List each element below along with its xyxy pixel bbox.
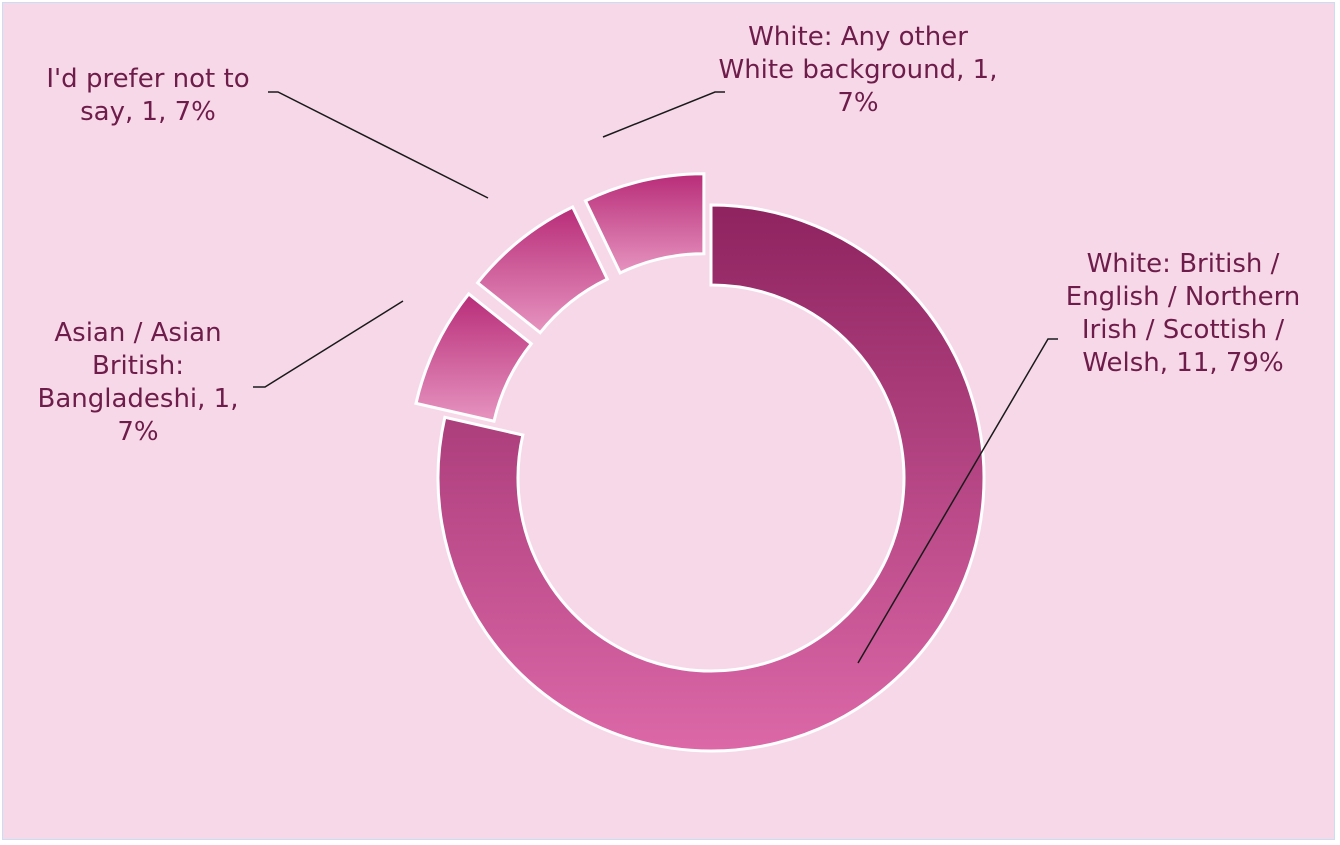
slice-white-other-leader-line	[602, 91, 725, 138]
slice-white-british	[436, 203, 986, 753]
donut-chart	[253, 91, 1058, 753]
slice-prefer-not-to-say	[475, 205, 610, 335]
slice-label-white-other: White: Any other White background, 1, 7%	[718, 22, 998, 118]
slice-label-asian-bangladeshi: Asian / Asian British: Bangladeshi, 1, 7…	[37, 318, 239, 447]
slice-white-british-leader-line	[857, 338, 1058, 664]
slice-prefer-not-to-say-leader-line	[268, 91, 489, 199]
slice-label-prefer-not-to-say: I'd prefer not to say, 1, 7%	[46, 64, 250, 127]
slice-label-white-british: White: British / English / Northern Iris…	[1065, 249, 1301, 378]
slice-asian-bangladeshi-leader-line	[253, 300, 404, 388]
slice-asian-bangladeshi	[414, 291, 534, 423]
slice-white-other	[583, 172, 706, 275]
